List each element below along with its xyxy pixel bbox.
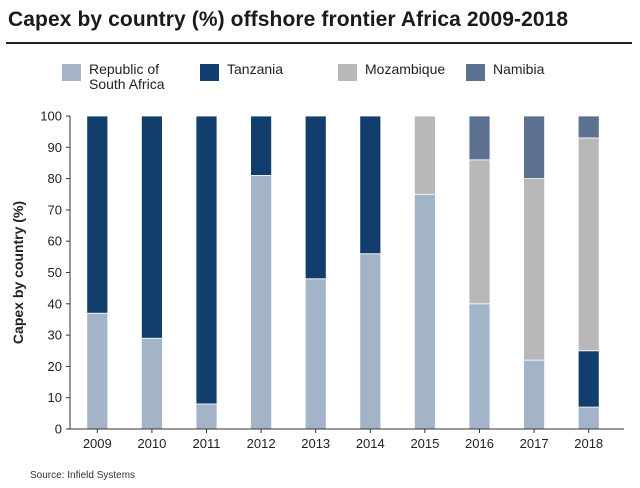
bar-segment-2017-series-2 [523,178,545,361]
legend-label-south-africa: Republic of South Africa [89,61,165,92]
bar-segment-2016-series-0 [468,303,491,430]
y-tick-label: 20 [48,359,62,374]
bar-segment-2009-series-1 [86,115,109,314]
legend-label-mozambique: Mozambique [365,61,446,77]
y-tick-label: 100 [40,109,62,124]
bar-segment-2009-series-0 [86,312,109,430]
x-tick-label: 2011 [193,436,221,451]
bar-segment-2014-series-1 [359,115,382,255]
bar-segment-2012-series-1 [250,115,273,176]
y-tick-label: 80 [48,171,62,186]
bar-segment-2017-series-0 [523,359,545,430]
bar-segment-2018-series-3 [577,115,600,139]
x-tick-label: 2014 [356,436,385,451]
legend-item-mozambique: Mozambique [338,62,445,81]
y-tick-label: 0 [55,422,62,437]
y-tick-label: 30 [48,328,62,343]
y-tick-label: 50 [48,265,62,280]
legend-item-south-africa: Republic of South Africa [62,62,165,92]
stacked-bar-chart: Capex by country (%) 0 10 20 30 40 50 60 70 80 90 1… [10,109,624,451]
y-tick-label: 40 [48,296,62,311]
legend-item-tanzania: Tanzania [200,62,283,81]
legend-swatch-tanzania [200,64,219,81]
y-tick-label: 70 [48,202,62,217]
bar-segment-2011-series-1 [195,115,218,405]
x-tick-label: 2012 [247,436,276,451]
bar-segment-2013-series-0 [304,278,327,430]
bar-segment-2015-series-2 [413,115,436,195]
bar-segment-2017-series-3 [523,115,545,179]
x-tick-label: 2009 [83,436,112,451]
legend-item-namibia: Namibia [466,62,544,81]
legend: Republic of South Africa Tanzania Mozamb… [0,0,640,100]
source-note: Source: Infield Systems [30,470,136,481]
y-axis-title: Capex by country (%) [10,201,26,344]
bar-segment-2014-series-0 [359,253,382,430]
bar-segment-2010-series-0 [140,337,163,430]
x-tick-label: 2010 [137,436,166,451]
x-tick-label: 2016 [465,436,494,451]
bar-segment-2010-series-1 [140,115,163,339]
legend-swatch-south-africa [62,64,81,81]
legend-label-tanzania: Tanzania [227,61,284,77]
legend-swatch-mozambique [338,64,357,81]
legend-label-namibia: Namibia [493,61,545,77]
bar-segment-2016-series-3 [468,115,491,161]
bar-segment-2018-series-1 [577,350,600,408]
title-divider [6,42,632,44]
y-tick-label: 90 [48,140,62,155]
x-tick-label: 2015 [410,436,439,451]
x-tick-label: 2017 [520,436,549,451]
y-tick-label: 10 [48,390,62,405]
bar-segment-2012-series-0 [250,175,273,430]
x-tick-label: 2013 [301,436,330,451]
bar-segment-2018-series-0 [577,406,600,430]
bar-segment-2011-series-0 [195,403,218,430]
x-tick-label: 2018 [574,436,603,451]
bar-segment-2015-series-0 [413,193,436,430]
y-tick-label: 60 [48,234,62,249]
legend-swatch-namibia [466,64,485,81]
bar-segment-2013-series-1 [304,115,327,280]
bar-segment-2018-series-2 [577,137,600,352]
bar-segment-2016-series-2 [468,159,491,305]
chart-title: Capex by country (%) offshore frontier A… [8,8,569,31]
